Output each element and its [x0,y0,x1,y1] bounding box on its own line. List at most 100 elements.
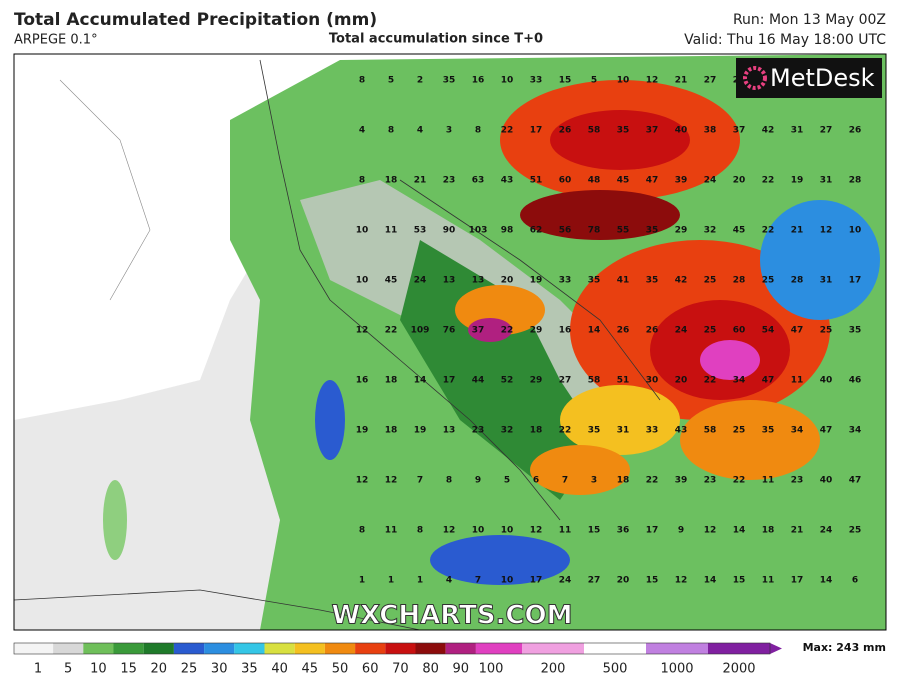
legend-swatch [584,643,646,654]
legend-label: 30 [211,662,228,677]
legend-label: 1000 [660,662,693,677]
map-value: 22 [501,326,514,336]
map-value: 21 [791,226,804,236]
map-value: 12 [356,476,369,486]
map-value: 45 [617,176,630,186]
legend-swatch [324,643,356,654]
map-value: 5 [504,476,510,486]
map-value: 90 [443,226,456,236]
map-value: 28 [733,276,746,286]
map-value: 60 [559,176,572,186]
legend-swatch [113,643,144,654]
map-value: 20 [675,376,688,386]
map-value: 32 [501,426,514,436]
map-value: 55 [617,226,630,236]
map-value: 28 [849,176,862,186]
map-value: 33 [559,276,572,286]
map-value: 109 [411,326,430,336]
legend-swatch [234,643,265,654]
map-value: 40 [820,476,833,486]
legend-label: 500 [603,662,628,677]
legend-label: 70 [392,662,409,677]
map-value: 18 [385,176,398,186]
map-value: 2 [417,76,423,86]
map-value: 42 [762,126,775,136]
map-value: 17 [791,576,804,586]
map-value: 10 [356,226,369,236]
map-value: 22 [385,326,398,336]
map-value: 35 [588,276,601,286]
map-labels: 8523516103315510122127292435302448438221… [356,76,862,586]
map-value: 18 [530,426,543,436]
map-value: 14 [704,576,717,586]
map-value: 32 [704,226,717,236]
map-value: 12 [675,576,688,586]
map-value: 47 [791,326,804,336]
map-value: 5 [388,76,394,86]
map-value: 25 [820,326,833,336]
map-value: 24 [559,576,572,586]
map-value: 22 [501,126,514,136]
map-value: 35 [849,326,862,336]
map-value: 29 [530,376,543,386]
map-value: 19 [356,426,369,436]
map-value: 25 [849,526,862,536]
map-value: 6 [533,476,539,486]
map-value: 31 [617,426,630,436]
map-value: 22 [762,176,775,186]
map-value: 47 [762,376,775,386]
map-value: 24 [414,276,427,286]
map-value: 10 [617,76,630,86]
legend-label: 90 [453,662,470,677]
map-value: 41 [617,276,630,286]
valid: Valid: Thu 16 May 18:00 UTC [684,32,886,48]
map-value: 10 [356,276,369,286]
map-value: 7 [562,476,568,486]
map-value: 27 [704,76,717,86]
map-value: 8 [359,76,365,86]
legend-label: 1 [34,662,42,677]
map-value: 37 [646,126,659,136]
map-value: 39 [675,476,688,486]
map-value: 8 [446,476,452,486]
map-value: 9 [475,476,481,486]
map: 8523516103315510122127292435302448438221… [13,53,887,631]
legend-swatch [355,643,386,654]
map-value: 17 [443,376,456,386]
map-value: 3 [591,476,597,486]
map-value: 11 [791,376,804,386]
legend-label: 10 [90,662,107,677]
map-value: 4 [359,126,365,136]
legend-label: 2000 [722,662,755,677]
map-value: 58 [704,426,717,436]
map-value: 5 [591,76,597,86]
legend-swatch [415,643,446,654]
map-value: 18 [385,376,398,386]
map-value: 44 [472,376,485,386]
map-value: 1 [388,576,394,586]
map-value: 20 [501,276,514,286]
legend-swatch [14,643,54,654]
legend-swatch [53,643,84,654]
map-value: 43 [675,426,688,436]
legend-swatch [708,643,770,654]
map-value: 37 [472,326,485,336]
map-value: 15 [733,576,746,586]
logo-box [736,58,882,98]
logo: MetDesk [770,64,875,92]
map-value: 62 [530,226,543,236]
map-value: 35 [762,426,775,436]
map-value: 9 [678,526,684,536]
map-value: 29 [675,226,688,236]
map-value: 20 [733,176,746,186]
map-value: 58 [588,376,601,386]
map-value: 24 [675,326,688,336]
map-value: 12 [443,526,456,536]
map-value: 35 [646,226,659,236]
map-value: 18 [385,426,398,436]
map-value: 39 [675,176,688,186]
map-value: 3 [446,126,452,136]
title: Total Accumulated Precipitation (mm) [14,10,377,30]
map-value: 31 [820,176,833,186]
